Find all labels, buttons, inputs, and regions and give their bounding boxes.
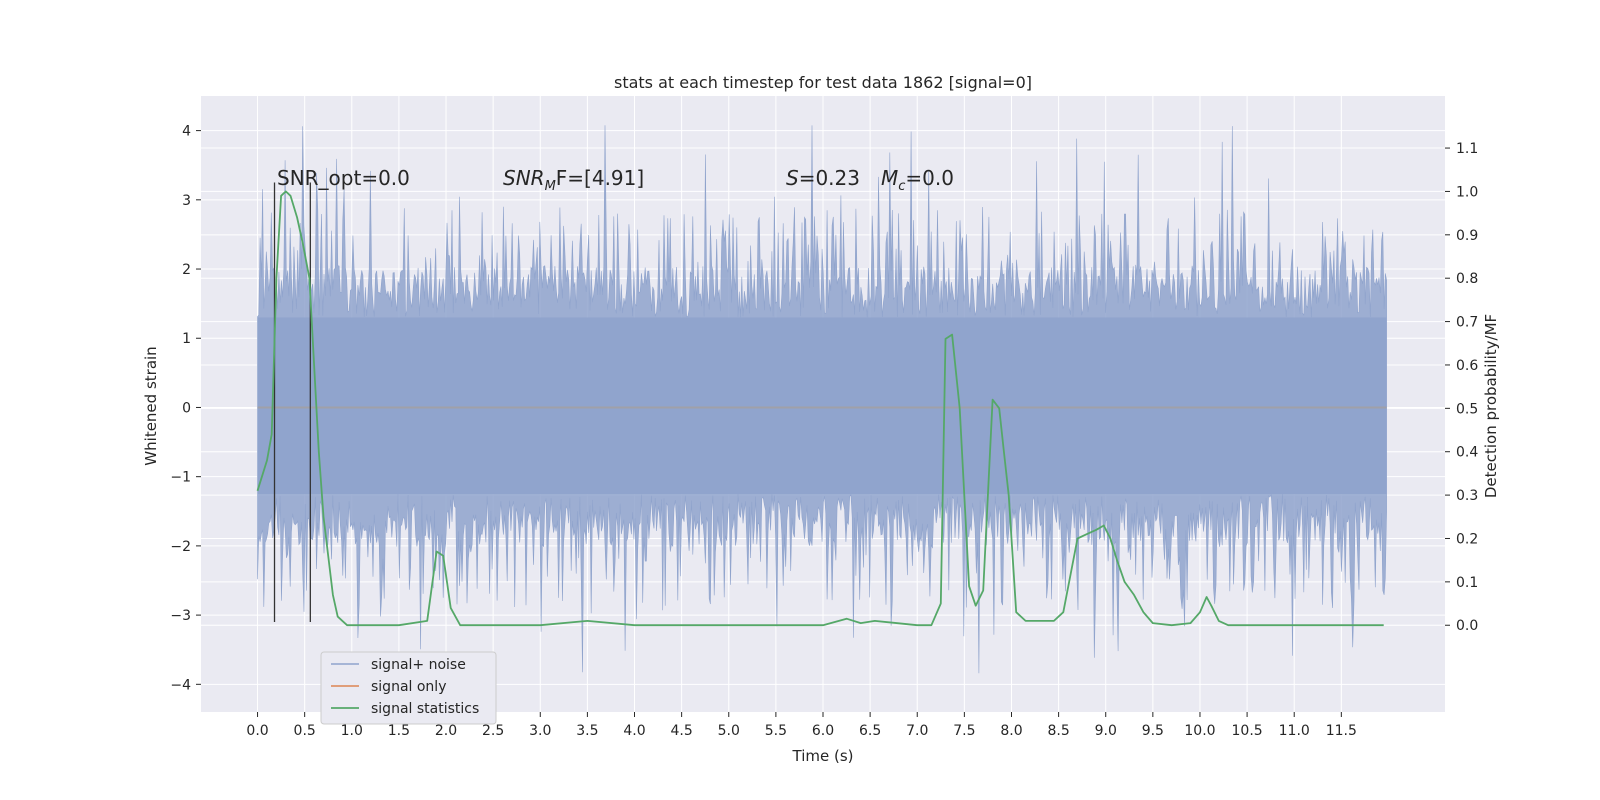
right-tick-label: 0.3 — [1456, 488, 1478, 504]
right-tick-label: 1.1 — [1456, 141, 1478, 157]
statistics-series — [256, 190, 1384, 627]
snr-mf-prefix: SNR — [503, 166, 545, 190]
x-tick-label: 3.5 — [576, 723, 598, 739]
right-tick-label: 0.6 — [1456, 358, 1478, 374]
right-tick-label: 1.0 — [1456, 184, 1478, 200]
x-tick-label: 2.5 — [482, 723, 504, 739]
right-tick-label: 0.1 — [1456, 575, 1478, 591]
x-tick-label: 5.0 — [718, 723, 740, 739]
legend-box — [320, 651, 497, 725]
mc-label: M — [881, 166, 898, 190]
left-tick-label: 3 — [182, 193, 191, 209]
x-tick-label: 5.5 — [765, 723, 787, 739]
right-tick-label: 0.0 — [1456, 618, 1478, 634]
snr-opt-annotation: SNR_opt=0.0 — [277, 166, 410, 190]
x-axis-label: Time (s) — [792, 747, 854, 765]
x-tick-label: 9.0 — [1095, 723, 1117, 739]
x-tick-label: 6.5 — [859, 723, 881, 739]
s-value: =0.23 — [799, 166, 860, 190]
right-tick-label: 0.4 — [1456, 445, 1478, 461]
legend: signal+ noise signal only signal statist… — [320, 651, 497, 725]
legend-signal-label: signal only — [371, 679, 446, 695]
right-axis-ticks: 1.1 1.0 0.9 0.8 0.7 0.6 0.5 0.4 0.3 0.2 0.1 0.0 — [1445, 141, 1478, 634]
x-tick-label: 4.5 — [671, 723, 693, 739]
x-tick-label: 7.5 — [953, 723, 975, 739]
snr-mf-suffix: F=[4.91] — [556, 166, 644, 190]
left-tick-label: −1 — [170, 470, 191, 486]
x-tick-label: 8.0 — [1000, 723, 1022, 739]
legend-stats-label: signal statistics — [371, 701, 479, 717]
right-tick-label: 0.9 — [1456, 228, 1478, 244]
right-tick-label: 0.7 — [1456, 315, 1478, 331]
x-tick-label: 0.5 — [294, 723, 316, 739]
noise-series — [257, 125, 1387, 674]
y-axis-left-label: Whitened strain — [142, 346, 160, 465]
right-tick-label: 0.8 — [1456, 271, 1478, 287]
mc-annotation: Mc=0.0 — [881, 166, 954, 194]
left-tick-label: −3 — [170, 608, 191, 624]
x-tick-label: 11.5 — [1326, 723, 1357, 739]
x-tick-label: 9.5 — [1142, 723, 1164, 739]
x-tick-label: 2.0 — [435, 723, 457, 739]
x-tick-label: 8.5 — [1047, 723, 1069, 739]
s-label: S — [786, 166, 799, 190]
legend-noise-label: signal+ noise — [371, 657, 466, 673]
left-tick-label: 1 — [182, 331, 191, 347]
s-annotation: S=0.23 — [786, 166, 860, 190]
chart-title: stats at each timestep for test data 186… — [614, 73, 1032, 92]
noise-core — [257, 317, 1387, 494]
left-tick-label: 0 — [182, 400, 191, 416]
vertical-markers — [273, 182, 311, 623]
snr-mf-annotation: SNRMF=[4.91] — [503, 166, 644, 194]
left-tick-label: 4 — [182, 124, 191, 140]
x-tick-label: 7.0 — [906, 723, 928, 739]
x-tick-label: 6.0 — [812, 723, 834, 739]
left-tick-label: −4 — [170, 677, 191, 693]
x-axis-ticks: 0.0 0.5 1.0 1.5 2.0 2.5 3.0 3.5 4.0 4.5 5.0 5.5 6.0 6… — [246, 712, 1357, 739]
mc-value: =0.0 — [905, 166, 954, 190]
x-tick-label: 4.0 — [623, 723, 645, 739]
x-tick-label: 3.0 — [529, 723, 551, 739]
x-tick-label: 10.5 — [1232, 723, 1263, 739]
y-axis-right-label: Detection probability/MF — [1482, 314, 1500, 498]
snr-mf-subscript: M — [545, 179, 556, 194]
right-tick-label: 0.2 — [1456, 531, 1478, 547]
x-tick-label: 1.5 — [388, 723, 410, 739]
left-axis-ticks: 4 3 2 1 0 −1 −2 −3 −4 — [170, 124, 201, 693]
right-tick-label: 0.5 — [1456, 401, 1478, 417]
left-tick-label: 2 — [182, 262, 191, 278]
left-tick-label: −2 — [170, 539, 191, 555]
x-tick-label: 0.0 — [246, 723, 268, 739]
x-tick-label: 1.0 — [341, 723, 363, 739]
mc-subscript: c — [898, 179, 905, 194]
x-tick-label: 11.0 — [1279, 723, 1310, 739]
x-tick-label: 10.0 — [1184, 723, 1215, 739]
statistics-line — [256, 190, 1384, 627]
